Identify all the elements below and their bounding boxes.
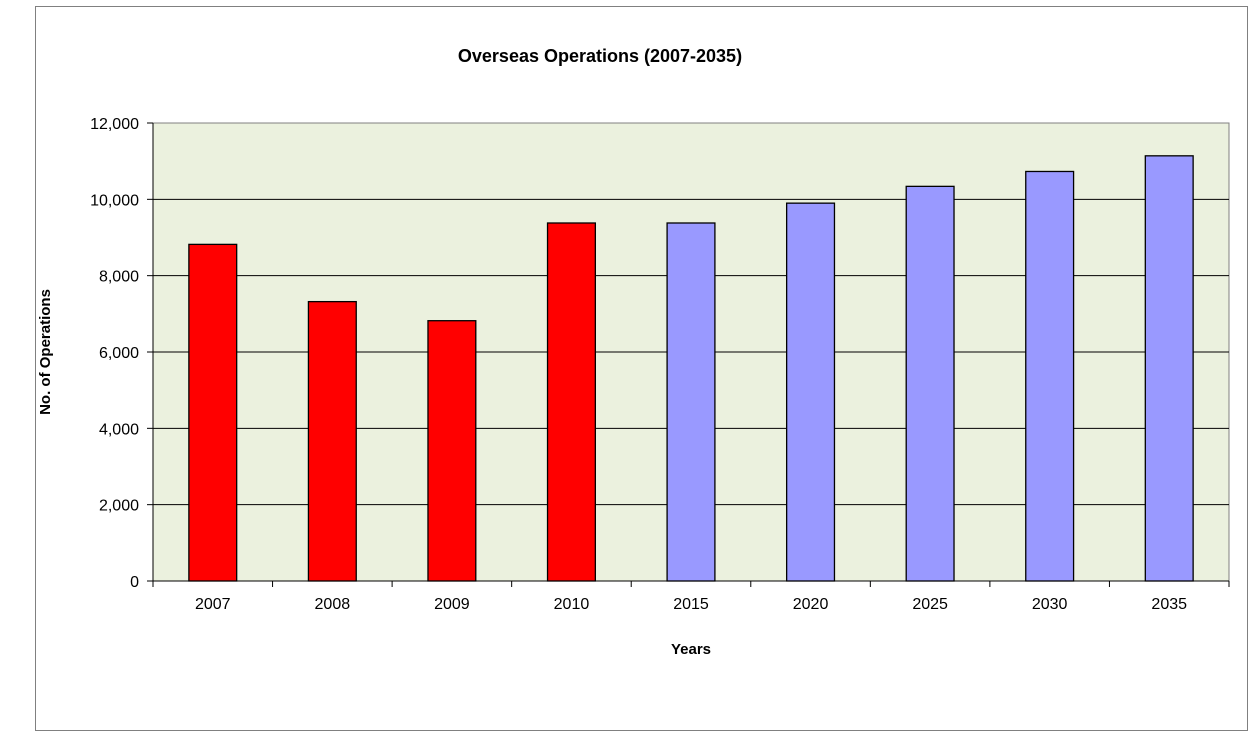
y-tick-label: 10,000 [90,192,139,209]
y-tick-label: 12,000 [90,116,139,133]
bar-2035 [1144,155,1194,582]
x-tick-label: 2007 [195,596,231,613]
bar-2030 [1025,170,1075,582]
y-tick-label: 8,000 [99,269,139,286]
y-tick-label: 0 [130,574,139,591]
x-axis-title: Years [671,641,711,658]
y-axis-title: No. of Operations [37,289,54,415]
x-tick-label: 2035 [1151,596,1187,613]
bar-2010 [546,222,597,582]
bar-2020 [785,202,836,582]
x-tick-label: 2010 [554,596,590,613]
bar-2008 [307,300,357,582]
x-tick-label: 2030 [1032,596,1068,613]
bar-2007 [188,243,238,582]
axes: 0 2,000 4,000 6,000 8,000 10,000 12,000 2007 200… [90,116,1230,613]
bar-2025 [905,185,955,582]
chart-title: Overseas Operations (2007-2035) [458,46,742,66]
bar-2015 [666,222,716,582]
x-tick-label: 2008 [315,596,351,613]
y-tick-label: 2,000 [99,498,139,515]
x-tick-label: 2020 [793,596,829,613]
y-tick-label: 6,000 [99,345,139,362]
x-tick-label: 2009 [434,596,470,613]
x-tick-label: 2015 [673,596,709,613]
bars [188,155,1194,582]
bar-2009 [427,320,477,582]
x-tick-label: 2025 [912,596,948,613]
y-tick-label: 4,000 [99,421,139,438]
